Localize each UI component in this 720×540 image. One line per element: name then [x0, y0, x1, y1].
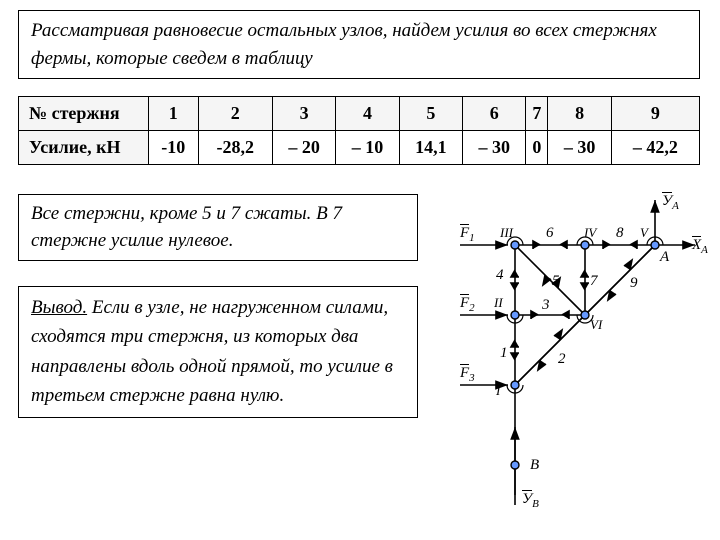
label-F2: F2 [460, 295, 475, 314]
label-m7: 7 [590, 273, 598, 290]
intro-text: Рассматривая равновесие остальных узлов,… [18, 10, 700, 79]
label-roman-I: I [496, 383, 500, 399]
cell: 0 [526, 131, 548, 165]
label-m1: 1 [500, 345, 508, 362]
label-m5: 5 [552, 273, 560, 290]
label-m3: 3 [542, 297, 550, 314]
cell: – 30 [463, 131, 526, 165]
cell: -28,2 [198, 131, 272, 165]
cell: – 20 [272, 131, 335, 165]
label-m2: 2 [558, 351, 566, 368]
label-A: A [660, 249, 669, 266]
cell: – 30 [548, 131, 611, 165]
table-value-row: Усилие, кН -10 -28,2 – 20 – 10 14,1 – 30… [19, 131, 700, 165]
note-conclusion: Вывод. Если в узле, не нагруженном силам… [18, 286, 418, 418]
truss-diagram: F1 F2 F3 УA XA УB A B III IV V II VI I 1… [430, 195, 720, 515]
label-m4: 4 [496, 267, 504, 284]
cell: – 10 [336, 131, 399, 165]
col-num: 2 [198, 97, 272, 131]
col-header-label: № стержня [19, 97, 149, 131]
label-m6: 6 [546, 225, 554, 242]
label-B: B [530, 457, 539, 474]
col-num: 5 [399, 97, 462, 131]
col-num: 3 [272, 97, 335, 131]
forces-table: № стержня 1 2 3 4 5 6 7 8 9 Усилие, кН -… [18, 96, 700, 165]
cell: – 42,2 [611, 131, 699, 165]
label-roman-II: II [494, 295, 503, 311]
col-num: 7 [526, 97, 548, 131]
label-YA: УA [662, 193, 679, 212]
note-conclusion-heading: Вывод. [31, 297, 87, 318]
cell: -10 [149, 131, 199, 165]
label-roman-VI: VI [590, 317, 602, 333]
label-XA: XA [692, 237, 708, 256]
col-num: 8 [548, 97, 611, 131]
label-roman-IV: IV [584, 225, 596, 241]
col-num: 9 [611, 97, 699, 131]
label-m9: 9 [630, 275, 638, 292]
row-label: Усилие, кН [19, 131, 149, 165]
label-roman-III: III [500, 225, 513, 241]
label-YB: УB [522, 491, 539, 510]
col-num: 1 [149, 97, 199, 131]
cell: 14,1 [399, 131, 462, 165]
col-num: 4 [336, 97, 399, 131]
label-F3: F3 [460, 365, 475, 384]
label-F1: F1 [460, 225, 475, 244]
table-header-row: № стержня 1 2 3 4 5 6 7 8 9 [19, 97, 700, 131]
col-num: 6 [463, 97, 526, 131]
label-roman-V: V [640, 225, 648, 241]
note-compression: Все стержни, кроме 5 и 7 сжаты. В 7 стер… [18, 194, 418, 261]
label-m8: 8 [616, 225, 624, 242]
